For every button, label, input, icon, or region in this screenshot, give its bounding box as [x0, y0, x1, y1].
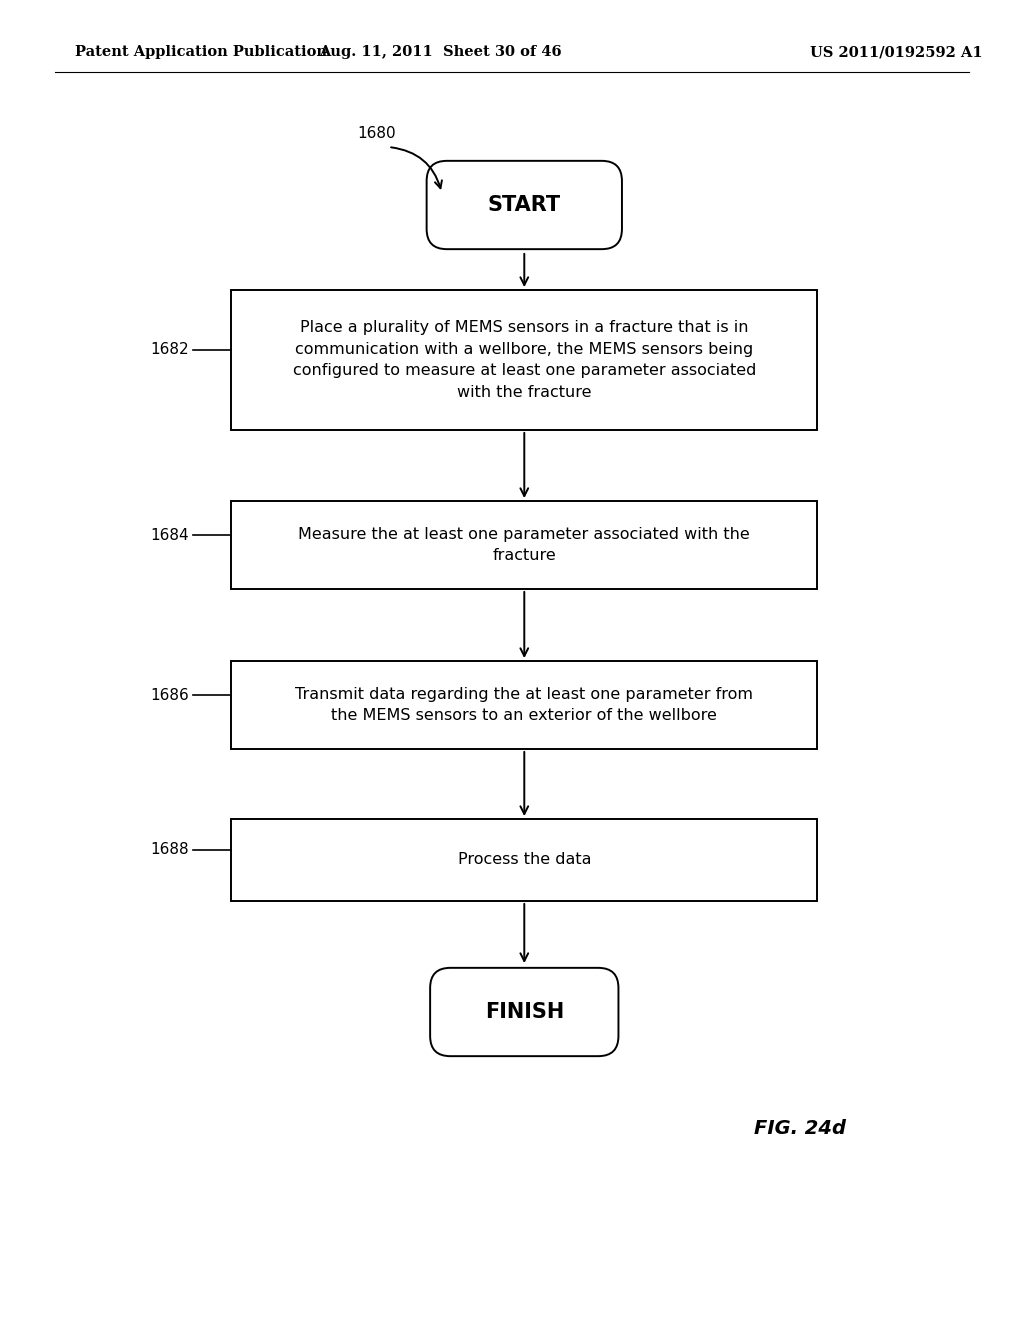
Text: START: START: [487, 195, 561, 215]
Bar: [231, 502, 817, 589]
Text: Patent Application Publication: Patent Application Publication: [75, 45, 327, 59]
Bar: [231, 818, 817, 902]
Text: Aug. 11, 2011  Sheet 30 of 46: Aug. 11, 2011 Sheet 30 of 46: [318, 45, 561, 59]
Bar: [231, 661, 817, 748]
Text: 1680: 1680: [357, 125, 395, 140]
Text: Process the data: Process the data: [458, 853, 591, 867]
Text: Transmit data regarding the at least one parameter from
the MEMS sensors to an e: Transmit data regarding the at least one…: [295, 686, 754, 723]
Text: 1684: 1684: [151, 528, 189, 543]
Text: Place a plurality of MEMS sensors in a fracture that is in
communication with a : Place a plurality of MEMS sensors in a f…: [293, 321, 756, 400]
Text: Measure the at least one parameter associated with the
fracture: Measure the at least one parameter assoc…: [298, 527, 751, 564]
Text: 1688: 1688: [151, 842, 189, 858]
FancyBboxPatch shape: [427, 161, 622, 249]
Text: 1682: 1682: [151, 342, 189, 358]
FancyBboxPatch shape: [430, 968, 618, 1056]
Text: FINISH: FINISH: [484, 1002, 564, 1022]
Text: FIG. 24d: FIG. 24d: [754, 1118, 846, 1138]
Text: US 2011/0192592 A1: US 2011/0192592 A1: [810, 45, 983, 59]
Bar: [231, 290, 817, 430]
Text: 1686: 1686: [151, 688, 189, 702]
